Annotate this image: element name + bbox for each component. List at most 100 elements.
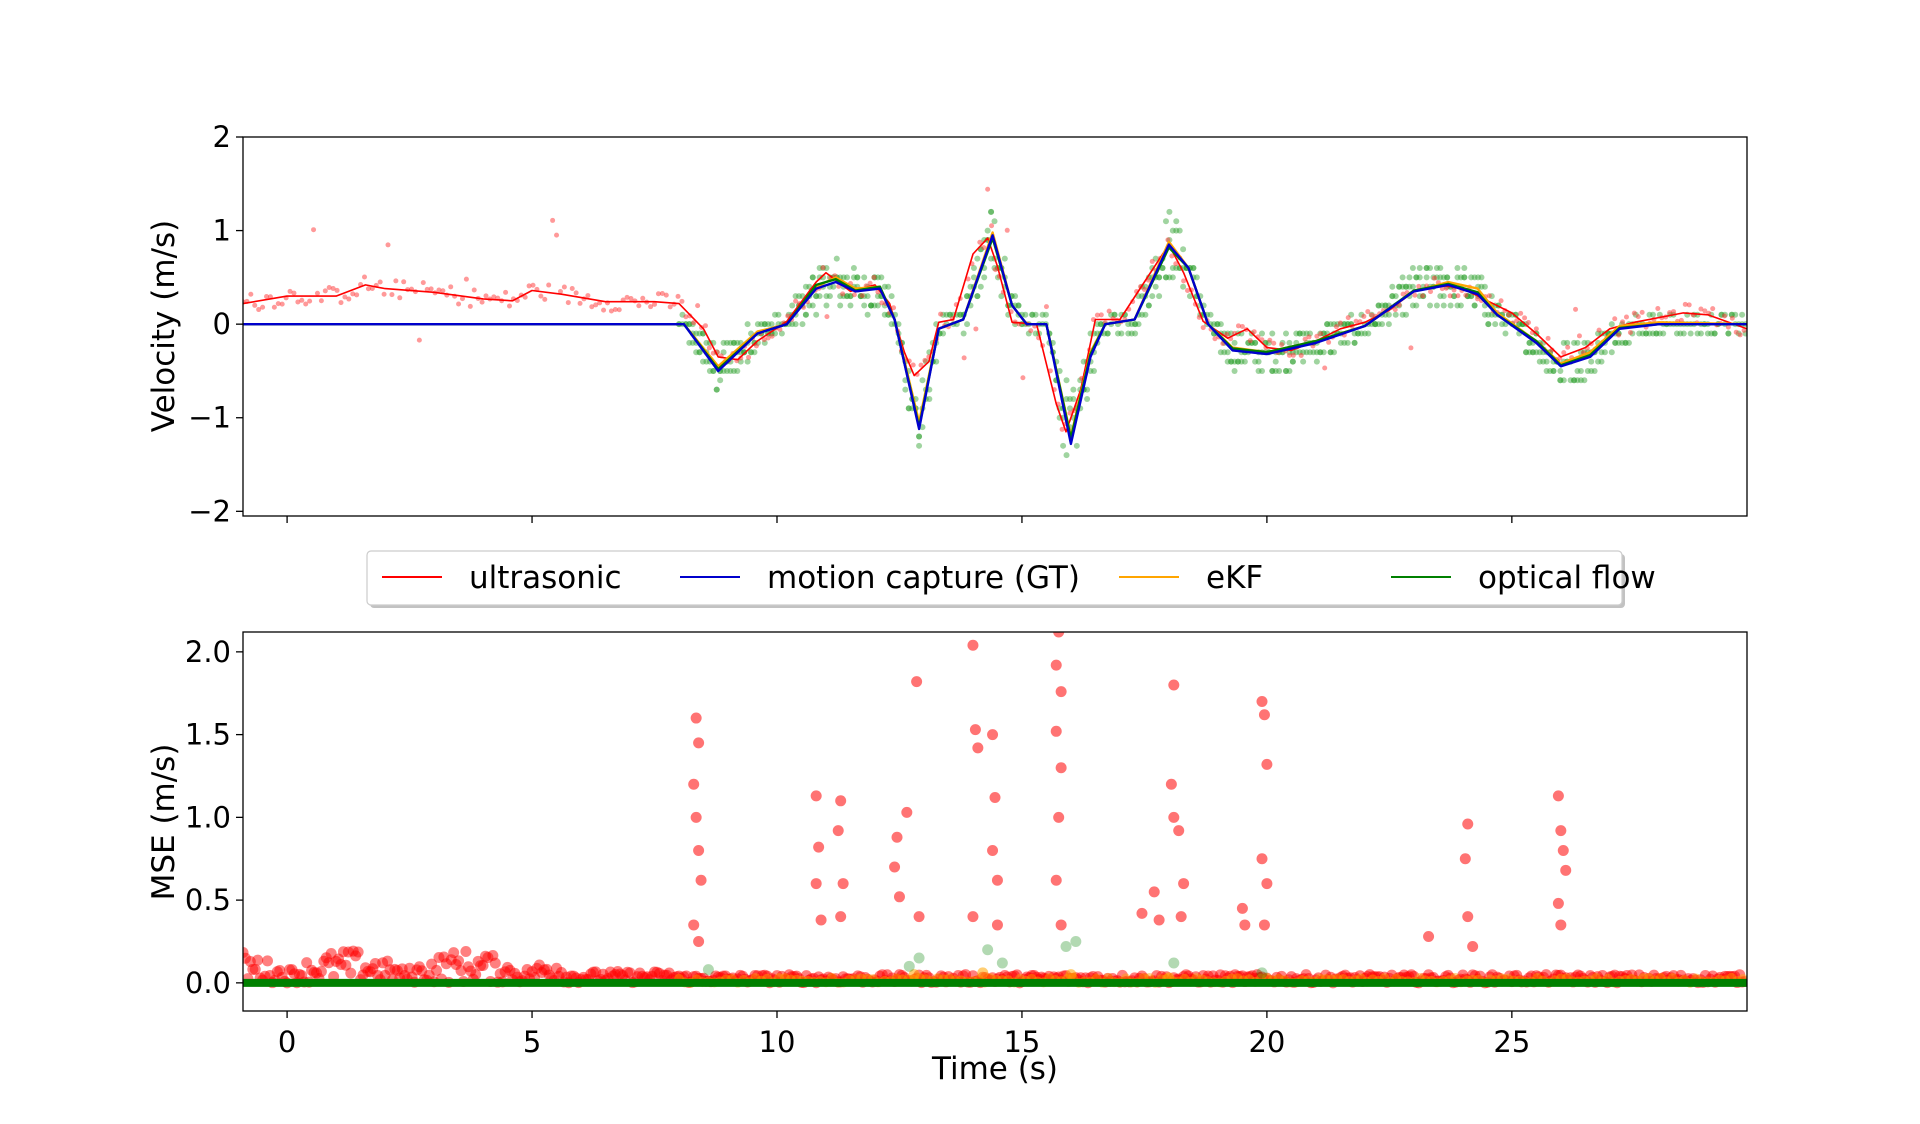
optical-flow-sample [1471,302,1478,309]
optical-flow-sample [1094,321,1101,328]
mse-axes-frame [242,631,1748,1012]
optical-flow-sample [696,349,703,356]
optical-flow-sample [946,311,953,318]
optical-flow-sample [1581,377,1588,384]
optical-flow-sample [1084,396,1091,403]
ultrasonic-sample [1545,335,1551,341]
ultrasonic-sample [1431,275,1437,281]
optical-flow-sample [1725,330,1732,337]
optical-flow-sample [1029,311,1036,318]
optical-flow-sample [1560,377,1567,384]
ultrasonic-sample [663,292,669,298]
ultrasonic-point [837,878,849,890]
optical-flow-sample [1423,265,1430,272]
optical-flow-sample [988,255,995,262]
velocity-panel: −2 −1 0 1 2 Velocity (m/s) [146,120,1748,528]
optical-flow-sample [696,349,703,356]
ultrasonic-sample [820,265,826,271]
optical-flow-sample [713,386,720,393]
ultrasonic-point [1055,919,1067,931]
ultrasonic-sample [585,293,591,299]
optical-flow-sample [775,311,782,318]
ultrasonic-sample [287,288,293,294]
ultrasonic-sample [1463,292,1469,298]
optical-flow-sample [1104,330,1111,337]
optical-flow-sample [1269,330,1276,337]
mse-y-ticks: 0.0 0.5 1.0 1.5 2.0 [185,635,243,1000]
ultrasonic-mse-sample [431,964,443,976]
optical-flow-sample [984,227,991,234]
optical-flow-sample [1447,302,1454,309]
ultrasonic-sample [1733,329,1739,335]
optical-flow-sample [1372,321,1379,328]
ultrasonic-sample [973,326,979,332]
optical-flow-sample [1403,311,1410,318]
ultrasonic-sample [601,307,607,313]
ultrasonic-sample [1616,332,1622,338]
ultrasonic-sample [252,302,258,308]
ultrasonic-mse-sample [489,957,501,969]
legend-item-ekf: eKF [1119,560,1263,596]
optical-flow-sample [1481,283,1488,290]
optical-flow-sample [1317,349,1324,356]
optical-flow-sample [1138,311,1145,318]
ultrasonic-sample [1573,306,1579,312]
optical-flow-sample [1708,330,1715,337]
ultrasonic-sample [1098,312,1104,318]
ultrasonic-point [969,724,981,736]
ultrasonic-point [1261,758,1273,770]
ultrasonic-point [813,841,825,853]
optical-flow-sample [1577,367,1584,374]
optical-flow-sample [926,396,933,403]
y-tick-label: 0.5 [185,883,231,917]
legend-item-optical-flow: optical flow [1391,560,1656,596]
ultrasonic-sample [503,289,509,295]
velocity-y-axis-label: Velocity (m/s) [146,220,182,432]
ultrasonic-sample [793,298,799,304]
ultrasonic-sample [424,286,430,292]
ultrasonic-sample [1337,320,1343,326]
ultrasonic-point [1560,864,1572,876]
optical-flow-sample [1660,330,1667,337]
optical-flow-sample [1296,330,1303,337]
optical-flow-sample [703,339,710,346]
optical-flow-sample [1550,367,1557,374]
ultrasonic-sample [1392,307,1398,313]
optical-flow-sample [1231,358,1238,365]
optical-flow-sample [741,349,748,356]
optical-flow-sample [1471,302,1478,309]
ultrasonic-sample [859,293,865,299]
ultrasonic-sample [1353,318,1359,324]
ultrasonic-sample [1345,315,1351,321]
optical-flow-sample [1471,274,1478,281]
optical-flow-sample [1063,452,1070,459]
optical-flow-sample [1526,339,1533,346]
ultrasonic-sample [761,337,767,343]
ultrasonic-sample [326,284,332,290]
ultrasonic-point [1175,911,1187,923]
optical-flow-sample [881,283,888,290]
optical-flow-sample [974,293,981,300]
optical-flow-sample [1485,311,1492,318]
ultrasonic-sample [554,232,560,238]
optical-flow-sample [868,302,875,309]
optical-flow-sample [1389,283,1396,290]
optical-flow-sample [1649,330,1656,337]
optical-flow-sample [1156,274,1163,281]
optical-flow-sample [1286,367,1293,374]
optical-flow-sample [1331,349,1338,356]
optical-flow-sample [809,302,816,309]
optical-flow-sample [1392,311,1399,318]
optical-flow-sample [905,405,912,412]
ultrasonic-point [987,729,999,741]
ultrasonic-sample [271,304,277,310]
optical-flow-sample [720,339,727,346]
optical-flow-sample [1001,255,1008,262]
optical-flow-sample [1162,218,1169,225]
optical-flow-sample [1361,330,1368,337]
ultrasonic-point [913,911,925,923]
optical-flow-sample [792,293,799,300]
optical-flow-sample [1725,330,1732,337]
optical-flow-sample [1557,367,1564,374]
ultrasonic-sample [1702,308,1708,314]
